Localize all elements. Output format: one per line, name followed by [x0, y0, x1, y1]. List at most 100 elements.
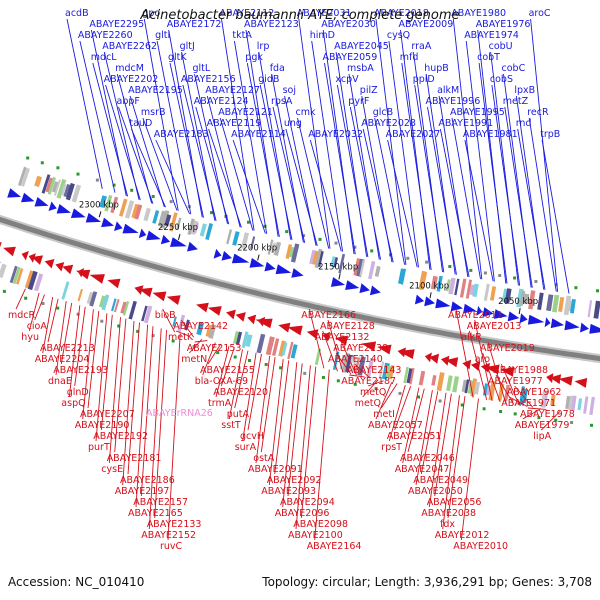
forward-feature-stripe: [546, 294, 554, 312]
leader-line: [400, 29, 431, 270]
forward-feature-stripe: [176, 217, 182, 230]
gc-mark: [76, 172, 80, 176]
reverse-gene-arrow: [549, 374, 562, 385]
gc-mark: [318, 237, 322, 241]
forward-gene-arrow: [589, 323, 600, 334]
reverse-feature-stripe: [77, 288, 83, 302]
forward-gene-label: metZ: [503, 96, 529, 107]
reverse-gene-label: bioB: [155, 310, 176, 321]
leader-line: [42, 297, 54, 354]
reverse-feature-stripe: [436, 372, 445, 392]
reverse-feature-stripe: [519, 386, 525, 405]
reverse-gene-arrow: [424, 352, 432, 363]
leader-line: [460, 398, 479, 541]
reverse-feature-stripe: [245, 334, 253, 347]
reverse-gene-label: ABAYE1979: [515, 420, 570, 431]
forward-gene-label: ABAYE2123: [244, 19, 299, 30]
leader-line: [247, 353, 262, 431]
forward-gene-label: gltL: [193, 63, 211, 74]
forward-gene-label: xcpV: [335, 74, 359, 85]
map-title: Acinetobacter baumannii AYE, complete ge…: [140, 8, 460, 23]
forward-gene-label: ABAYE1991: [438, 118, 493, 129]
leader-line: [242, 352, 257, 442]
leader-line: [68, 305, 81, 398]
reverse-gene-label: glnD: [67, 387, 89, 398]
gc-mark: [130, 188, 134, 192]
leader-line: [122, 320, 135, 486]
gc-mark: [136, 329, 140, 333]
forward-gene-label: pyrF: [348, 96, 369, 107]
gc-mark: [279, 366, 283, 370]
reverse-gene-arrow: [574, 378, 588, 388]
forward-feature-stripe: [353, 258, 361, 276]
reverse-feature-stripe: [9, 265, 18, 284]
reverse-gene-label: ABAYE2056: [427, 497, 482, 508]
gc-mark: [460, 403, 464, 407]
forward-gene-arrow: [70, 208, 86, 218]
reverse-gene-arrow: [287, 325, 303, 336]
reverse-gene-arrow: [397, 349, 415, 359]
reverse-gene-label: ABAYE2092: [267, 475, 322, 486]
leader-line: [220, 347, 235, 387]
reverse-gene-label: metQ: [360, 387, 386, 398]
gc-mark: [499, 410, 503, 413]
forward-gene-label: msrB: [141, 107, 166, 118]
forward-gene-label: cobS: [490, 74, 513, 85]
forward-feature-stripe: [205, 223, 213, 240]
forward-gene-arrow: [170, 237, 187, 247]
forward-feature-stripe: [194, 222, 199, 234]
reverse-gene-label: alkR: [461, 332, 482, 343]
leader-line: [108, 317, 121, 464]
reverse-gene-label: ABAYE2128: [320, 321, 375, 332]
forward-gene-label: mdcM: [115, 63, 144, 74]
leader-line: [148, 328, 162, 530]
reverse-feature-stripe: [452, 376, 460, 393]
forward-feature-stripe: [374, 265, 381, 277]
reverse-feature-stripe: [15, 268, 24, 285]
forward-gene-label: pgk: [245, 52, 263, 63]
forward-gene-label: ABAYE2183: [154, 129, 209, 140]
reverse-gene-label: ABAYE2049: [413, 475, 468, 486]
forward-gene-arrow: [482, 307, 494, 317]
leader-line: [140, 326, 154, 497]
reverse-feature-stripe: [351, 356, 357, 373]
gc-mark: [321, 376, 325, 379]
leader-line: [47, 298, 59, 343]
forward-feature-stripe: [338, 253, 346, 274]
leader-line: [388, 384, 406, 442]
reverse-feature-stripe: [522, 388, 528, 404]
forward-gene-label: tauD: [129, 118, 152, 129]
gc-mark: [76, 312, 80, 316]
leader-line: [540, 411, 561, 431]
leader-line: [335, 352, 352, 375]
forward-feature-stripe: [400, 268, 407, 285]
reverse-feature-stripe: [461, 379, 467, 392]
leader-line: [156, 40, 192, 215]
forward-feature-stripe: [333, 257, 338, 268]
forward-gene-arrow: [160, 234, 171, 245]
leader-line: [362, 128, 394, 263]
gc-mark: [100, 319, 104, 323]
reverse-gene-label: hyu: [21, 332, 39, 343]
leader-line: [447, 396, 466, 519]
reverse-feature-stripe: [114, 299, 120, 313]
reverse-gene-arrow: [207, 306, 222, 316]
reverse-gene-arrow: [62, 264, 74, 275]
forward-gene-arrow: [564, 320, 580, 331]
forward-gene-label: ABAYE2195: [128, 85, 183, 96]
reverse-feature-stripe: [111, 298, 117, 312]
leader-line: [514, 385, 534, 408]
leader-line: [298, 18, 331, 249]
forward-feature-stripe: [232, 231, 240, 246]
forward-feature-stripe: [143, 207, 151, 222]
reverse-feature-stripe: [378, 361, 385, 379]
gc-mark: [469, 268, 473, 272]
forward-feature-stripe: [288, 246, 295, 258]
reverse-gene-label: ABAYE2051: [387, 431, 442, 442]
forward-feature-stripe: [430, 275, 438, 290]
leader-line: [455, 308, 474, 398]
forward-feature-stripe: [490, 286, 497, 301]
forward-feature-stripe: [152, 210, 160, 224]
reverse-gene-label: purT: [88, 442, 110, 453]
leader-line: [474, 319, 493, 401]
